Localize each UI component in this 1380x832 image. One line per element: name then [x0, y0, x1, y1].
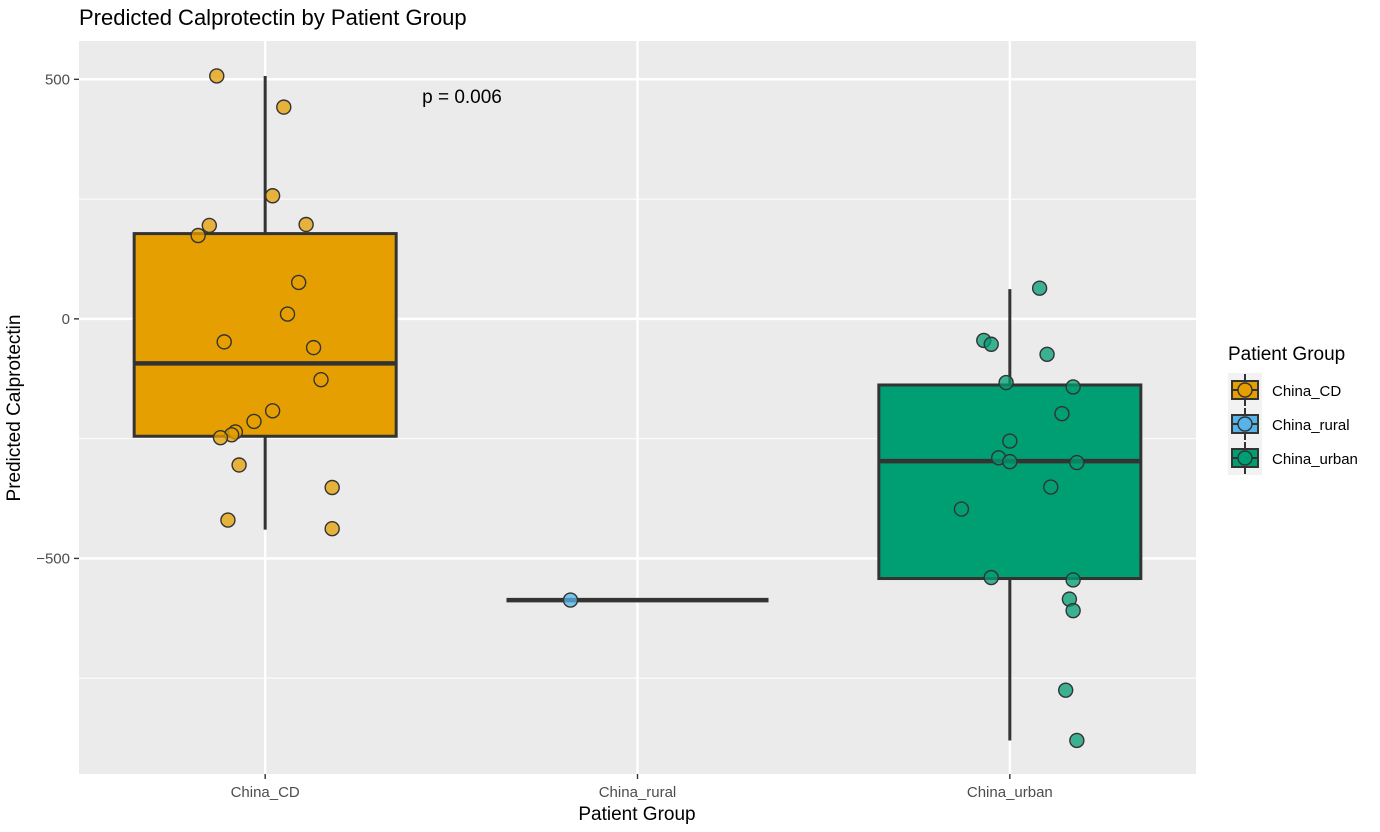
data-point-China_CD	[313, 372, 329, 388]
x-tick-label: China_rural	[599, 784, 677, 801]
data-point-China_urban	[983, 336, 999, 352]
legend-item-China_CD: China_CD	[1228, 373, 1341, 407]
data-point-China_urban	[1065, 379, 1081, 395]
data-point-China_urban	[1002, 453, 1018, 470]
data-point-China_urban	[983, 569, 999, 586]
data-point-China_CD	[305, 339, 322, 356]
data-point-China_urban	[1039, 346, 1055, 363]
chart-title: Predicted Calprotectin by Patient Group	[79, 5, 467, 30]
data-point-China_CD	[324, 479, 340, 496]
data-point-China_CD	[209, 68, 225, 84]
x-tick-label: China_CD	[231, 784, 300, 801]
data-point-China_urban	[1065, 602, 1081, 619]
box-body	[877, 383, 1143, 581]
data-point-China_CD	[220, 512, 236, 528]
y-axis-title: Predicted Calprotectin	[4, 315, 25, 502]
data-point-China_CD	[201, 217, 218, 234]
y-axis-ticks: −500 0 500	[36, 71, 79, 567]
legend-label: China_CD	[1272, 383, 1341, 400]
data-point-China_rural	[562, 592, 579, 608]
boxes	[132, 75, 1143, 741]
y-tick-label: −500	[36, 550, 70, 567]
data-point-China_CD	[264, 403, 281, 419]
data-point-China_urban	[953, 501, 970, 517]
x-axis-ticks: China_CD China_rural China_urban	[231, 774, 1053, 801]
y-tick-label: 500	[45, 71, 70, 88]
p-value-annotation: p = 0.006	[422, 87, 502, 108]
legend-label: China_urban	[1272, 451, 1358, 468]
data-point-China_urban	[998, 374, 1014, 391]
legend-label: China_rural	[1272, 417, 1350, 434]
data-point-China_urban	[1057, 682, 1074, 698]
data-point-China_urban	[1043, 479, 1059, 495]
data-point-China_CD	[216, 334, 232, 350]
data-point-China_CD	[212, 429, 229, 446]
data-point-China_urban	[1069, 732, 1085, 749]
data-point-China_urban	[1054, 406, 1070, 422]
legend-item-China_rural: China_rural	[1228, 407, 1350, 441]
legend-key-point	[1237, 382, 1253, 398]
legend-key-point	[1237, 450, 1253, 466]
legend-title: Patient Group	[1228, 344, 1345, 365]
data-point-China_urban	[1031, 280, 1048, 296]
data-points	[190, 68, 1085, 749]
legend: Patient Group China_CD China_rural China_u…	[1228, 344, 1358, 475]
x-tick-label: China_urban	[967, 784, 1053, 801]
data-point-China_CD	[246, 413, 262, 430]
data-point-China_CD	[231, 457, 247, 473]
data-point-China_urban	[1069, 454, 1085, 471]
y-tick-label: 0	[62, 311, 70, 328]
data-point-China_CD	[190, 227, 206, 244]
data-point-China_CD	[276, 99, 292, 115]
data-point-China_CD	[324, 521, 340, 537]
box-body	[132, 232, 398, 438]
legend-key-point	[1237, 416, 1253, 432]
x-axis-title: Patient Group	[578, 804, 695, 825]
data-point-China_urban	[1065, 572, 1081, 588]
data-point-China_CD	[264, 188, 281, 204]
legend-item-China_urban: China_urban	[1228, 441, 1358, 475]
data-point-China_CD	[298, 216, 314, 233]
box-China_CD	[132, 75, 398, 530]
data-point-China_CD	[279, 306, 296, 322]
data-point-China_urban	[1002, 433, 1018, 449]
data-point-China_CD	[290, 274, 307, 291]
